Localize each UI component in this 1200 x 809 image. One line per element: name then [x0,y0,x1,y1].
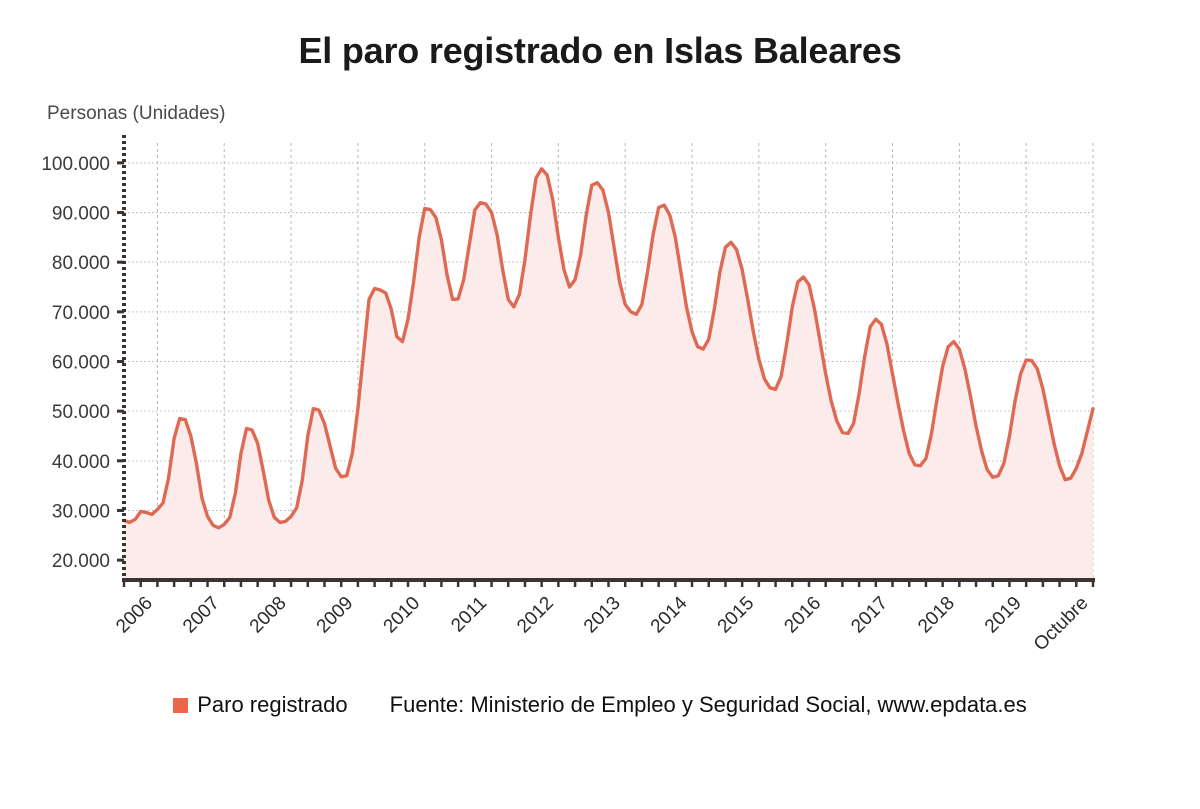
svg-text:90.000: 90.000 [52,204,110,225]
svg-text:60.000: 60.000 [52,353,110,374]
legend-item-label: Paro registrado [197,692,348,717]
series-line [122,167,1095,530]
svg-text:2010: 2010 [380,593,425,638]
svg-text:2006: 2006 [112,593,157,638]
svg-text:Octubre: Octubre [1030,593,1093,656]
svg-text:2007: 2007 [179,593,224,638]
legend-swatch-icon [173,697,189,713]
y-axis-unit-label: Personas (Unidades) [47,103,226,124]
svg-text:2018: 2018 [914,593,959,638]
x-axis-ticks: 2006 2007 2008 2009 2010 2011 2012 2013 2014 2015… [112,580,1095,656]
chart-legend: Paro registrado Fuente: Ministerio de Em… [0,692,1200,718]
svg-text:2016: 2016 [780,593,825,638]
svg-text:2013: 2013 [580,593,625,638]
svg-text:80.000: 80.000 [52,253,110,274]
svg-text:2014: 2014 [647,592,692,637]
svg-text:20.000: 20.000 [52,551,110,572]
svg-text:2012: 2012 [513,593,558,638]
svg-text:100.000: 100.000 [41,154,110,175]
svg-text:30.000: 30.000 [52,501,110,522]
svg-text:2017: 2017 [847,593,892,638]
svg-text:2008: 2008 [246,593,291,638]
y-axis-ticks: 100.000 90.000 80.000 70.000 60.000 50.000 40.… [41,154,124,572]
svg-text:50.000: 50.000 [52,402,110,423]
svg-text:70.000: 70.000 [52,303,110,324]
source-attribution: Fuente: Ministerio de Empleo y Seguridad… [389,692,1027,717]
svg-text:2011: 2011 [447,593,491,637]
svg-text:2015: 2015 [714,593,759,638]
svg-text:40.000: 40.000 [52,452,110,473]
svg-text:2009: 2009 [313,593,358,638]
svg-text:2019: 2019 [981,593,1026,638]
series-area [124,168,1093,580]
page-title: El paro registrado en Islas Baleares [298,30,902,71]
legend-item-paro-registrado[interactable]: Paro registrado [173,692,348,718]
